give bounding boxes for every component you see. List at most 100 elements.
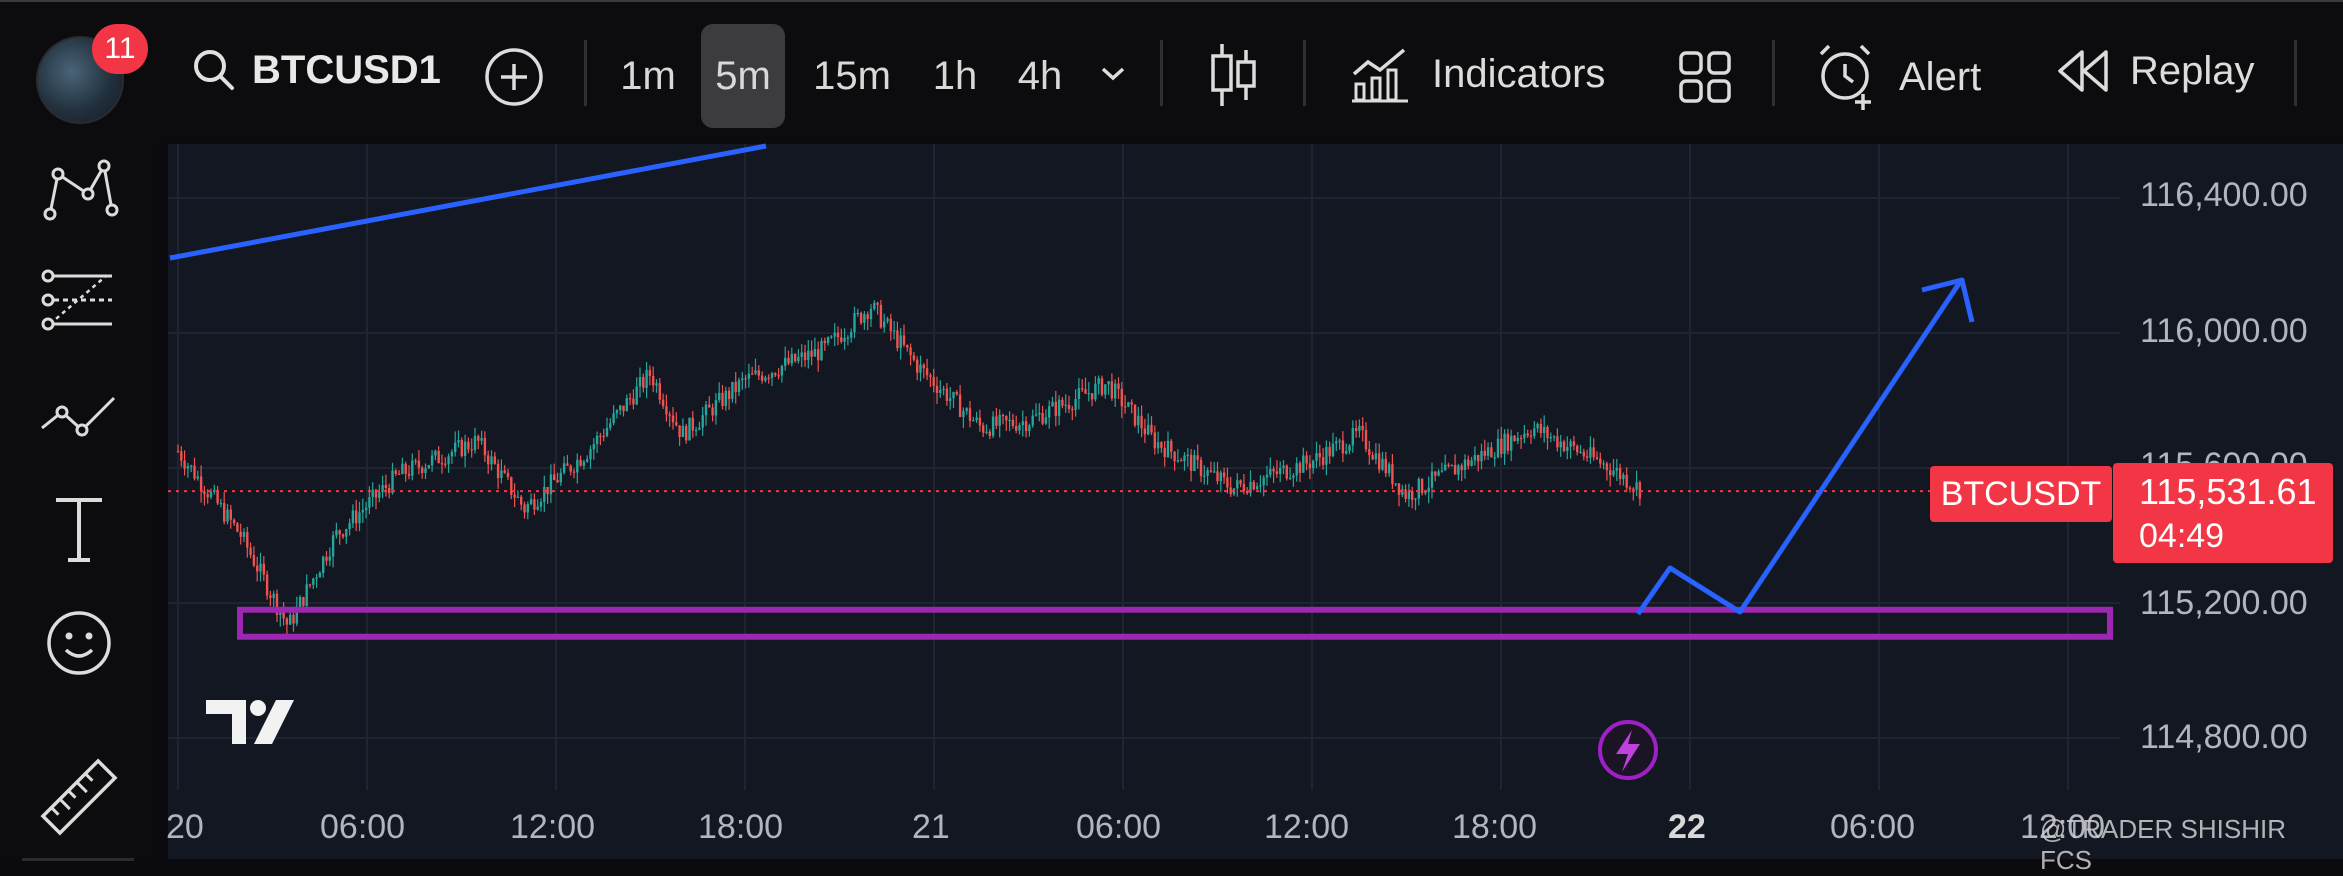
timeframe-5m[interactable]: 5m [701,24,785,128]
trend-line-icon[interactable] [36,372,122,458]
candle-body [292,614,295,624]
candle-body [612,413,615,424]
candle-body [1110,381,1114,399]
chevron-down-icon[interactable] [1098,64,1128,84]
candle-body [1368,449,1371,456]
candle-body [859,312,863,323]
candle-body [477,436,480,441]
candle-body [1021,421,1024,426]
candle-body [1635,482,1638,490]
candle-body [757,370,760,376]
candle-body [1034,414,1038,416]
candle-body [1457,465,1460,475]
symbol-search-button[interactable]: BTCUSD1 [190,46,441,94]
emoji-icon[interactable] [36,600,122,686]
candle-body [1084,389,1087,394]
candle-body [232,519,236,524]
candle-body [249,547,252,556]
fib-levels-icon[interactable] [36,258,122,344]
candle-body [216,489,219,504]
time-axis-label: 21 [912,808,950,846]
candle-body [731,381,734,399]
candle-body [1057,399,1061,416]
candle-body [500,470,503,479]
pattern-tool-icon[interactable] [36,150,122,236]
time-axis-label: 12:00 [510,808,596,846]
candle-body [965,408,968,411]
candle-body [315,577,318,579]
timeframe-15m[interactable]: 15m [813,54,891,98]
candle-body [361,510,364,513]
candle-body [866,314,869,320]
timeframe-4h[interactable]: 4h [1017,54,1063,98]
candle-body [282,612,285,619]
candle-body [658,383,661,400]
text-tool-icon[interactable] [36,486,122,572]
candle-body [724,390,727,407]
candle-body [1341,440,1345,454]
timeframe-1m[interactable]: 1m [620,54,676,98]
candle-body [1143,428,1147,435]
candle-body [226,509,229,522]
candle-body [1216,471,1219,482]
candle-body [341,534,345,537]
candle-body [1173,451,1176,462]
candle-body [1625,474,1628,488]
candle-body [820,340,823,361]
candle-body [1437,471,1440,476]
candle-body [1133,404,1137,426]
replay-button[interactable]: Replay [2056,46,2255,96]
candle-body [982,425,985,433]
candle-body [751,373,754,375]
candle-body [1529,435,1533,437]
candle-body [437,450,440,464]
candle-body [298,597,302,607]
candle-body [609,423,612,428]
candle-body [1011,419,1015,427]
add-symbol-icon[interactable] [483,46,545,108]
symbol-label: BTCUSD1 [252,47,441,92]
candle-body [1031,415,1034,426]
candle-body [615,410,619,414]
candle-body [1543,427,1546,434]
ruler-icon[interactable] [36,754,122,840]
candle-body [275,593,279,615]
time-axis-label: 12:00 [1264,808,1350,846]
candle-body [1295,463,1298,476]
candle-body [1008,419,1011,422]
candle-body [295,606,298,624]
candle-body [721,392,724,407]
candle-body [1262,477,1265,486]
candle-body [523,504,526,513]
candle-body [1246,491,1249,494]
candle-body [384,485,388,489]
candle-body [718,392,721,400]
candle-body [1592,447,1595,458]
candle-body [1513,435,1516,442]
candle-body [1087,393,1090,395]
candle-body [813,349,817,357]
alert-button[interactable]: Alert [1815,42,1981,112]
candle-style-icon[interactable] [1208,40,1258,110]
candle-body [1041,413,1044,424]
candle-body [595,435,599,445]
candle-body [787,357,790,364]
candle-body [1236,480,1239,489]
layout-grid-icon[interactable] [1678,50,1732,104]
logo-part [250,700,266,716]
candle-body [1272,468,1275,472]
candle-body [1539,423,1543,434]
timeframe-1h[interactable]: 1h [932,54,978,98]
candle-body [1269,468,1272,475]
candle-body [780,365,784,376]
candle-body [760,375,764,381]
candle-body [576,459,579,473]
candle-body [1252,481,1255,490]
candle-body [586,459,589,462]
candle-body [1130,402,1133,405]
candle-body [1153,432,1156,449]
candle-body [1249,481,1252,494]
indicators-button[interactable]: Indicators [1350,44,1605,104]
price-axis-label: 116,000.00 [2140,312,2308,350]
